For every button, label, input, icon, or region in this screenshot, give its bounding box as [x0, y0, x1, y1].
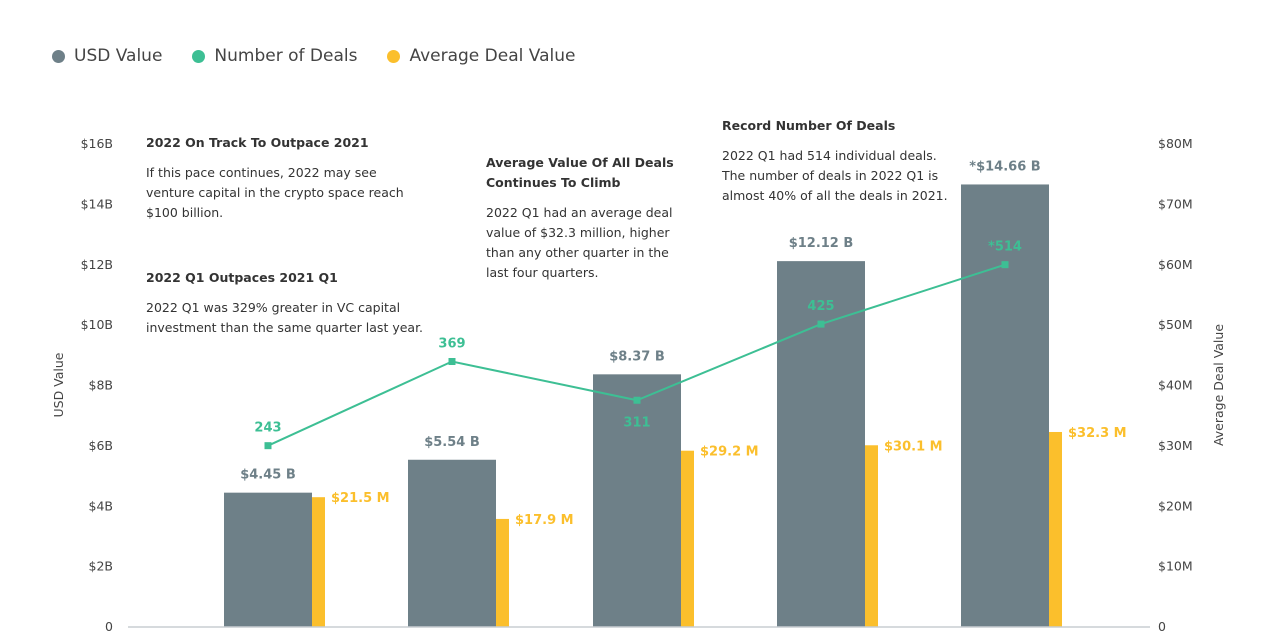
usd-value-bar — [224, 492, 312, 627]
y-tick-label: $8B — [89, 378, 113, 393]
annotation-text: If this pace continues, 2022 may see ven… — [146, 165, 404, 220]
y2-tick-label: $60M — [1158, 257, 1193, 272]
y2-tick-label: 0 — [1158, 619, 1166, 634]
annotation-title: Record Number Of Deals — [722, 118, 896, 133]
y-tick-label: $10B — [81, 317, 113, 332]
y2-tick-label: $30M — [1158, 438, 1193, 453]
y-tick-label: $12B — [81, 257, 113, 272]
number-of-deals-point — [448, 358, 456, 366]
usd-value-label: $4.45 B — [240, 468, 296, 483]
y-tick-label: $4B — [89, 498, 113, 513]
legend-swatch — [387, 49, 401, 63]
average-deal-value-bar — [681, 450, 694, 627]
number-of-deals-label: 369 — [438, 337, 465, 352]
y-tick-label: $16B — [81, 136, 113, 151]
y-tick-label: 0 — [105, 619, 113, 634]
annotation-text: 2022 Q1 was 329% greater in VC capital i… — [146, 300, 424, 335]
usd-value-label: *$14.66 B — [969, 159, 1040, 174]
legend-label: Number of Deals — [214, 46, 358, 66]
average-deal-value-label: $17.9 M — [515, 513, 574, 528]
y2-tick-label: $50M — [1158, 317, 1193, 332]
y2-tick-label: $20M — [1158, 498, 1193, 513]
average-deal-value-bar — [496, 518, 509, 627]
usd-value-bar — [961, 184, 1049, 628]
legend-swatch — [52, 49, 65, 63]
legend-item-usd-value[interactable]: USD Value — [52, 46, 162, 66]
legend-item-average-deal-value[interactable]: Average Deal Value — [387, 46, 575, 66]
average-deal-value-bar — [1049, 431, 1062, 627]
y2-tick-label: $70M — [1158, 196, 1193, 211]
legend: USD Value Number of Deals Average Deal V… — [52, 46, 575, 66]
legend-label: Average Deal Value — [409, 46, 576, 66]
legend-item-number-of-deals[interactable]: Number of Deals — [192, 46, 357, 66]
number-of-deals-point — [817, 320, 825, 328]
number-of-deals-label: *514 — [988, 240, 1022, 255]
y2-tick-label: $80M — [1158, 136, 1193, 151]
number-of-deals-point — [1001, 261, 1009, 269]
legend-label: USD Value — [74, 46, 163, 66]
usd-value-label: $8.37 B — [609, 349, 665, 364]
average-deal-value-label: $29.2 M — [700, 445, 759, 460]
usd-value-bar — [777, 261, 865, 627]
y2-tick-label: $10M — [1158, 559, 1193, 574]
number-of-deals-point — [633, 396, 641, 404]
annotation-on-track: 2022 On Track To Outpace 2021 If this pa… — [146, 133, 416, 223]
number-of-deals-label: 425 — [807, 299, 834, 314]
annotation-average-value: Average Value Of All Deals Continues To … — [486, 153, 676, 283]
annotation-title: 2022 On Track To Outpace 2021 — [146, 135, 369, 150]
average-deal-value-bar — [312, 497, 325, 627]
y-tick-label: $2B — [89, 559, 113, 574]
average-deal-value-label: $30.1 M — [884, 439, 943, 454]
annotation-title: Average Value Of All Deals Continues To … — [486, 155, 674, 190]
number-of-deals-label: 243 — [254, 421, 281, 436]
annotation-title: 2022 Q1 Outpaces 2021 Q1 — [146, 270, 338, 285]
usd-value-label: $5.54 B — [424, 435, 480, 450]
y-axis-title: USD Value — [51, 352, 66, 417]
y-tick-label: $14B — [81, 196, 113, 211]
y2-tick-label: $40M — [1158, 378, 1193, 393]
usd-value-bar — [593, 374, 681, 627]
y-tick-label: $6B — [89, 438, 113, 453]
annotation-text: 2022 Q1 had 514 individual deals. The nu… — [722, 148, 948, 203]
usd-value-bar — [408, 459, 496, 627]
annotation-text: 2022 Q1 had an average deal value of $32… — [486, 205, 673, 280]
annotation-q1-outpaces: 2022 Q1 Outpaces 2021 Q1 2022 Q1 was 329… — [146, 268, 431, 338]
average-deal-value-label: $32.3 M — [1068, 426, 1127, 441]
average-deal-value-bar — [865, 445, 878, 627]
average-deal-value-label: $21.5 M — [331, 491, 390, 506]
number-of-deals-label: 311 — [623, 415, 650, 430]
y2-axis-title: Average Deal Value — [1211, 324, 1226, 446]
legend-swatch — [192, 49, 206, 63]
usd-value-label: $12.12 B — [789, 236, 854, 251]
annotation-record-deals: Record Number Of Deals 2022 Q1 had 514 i… — [722, 116, 952, 206]
number-of-deals-point — [264, 442, 272, 450]
